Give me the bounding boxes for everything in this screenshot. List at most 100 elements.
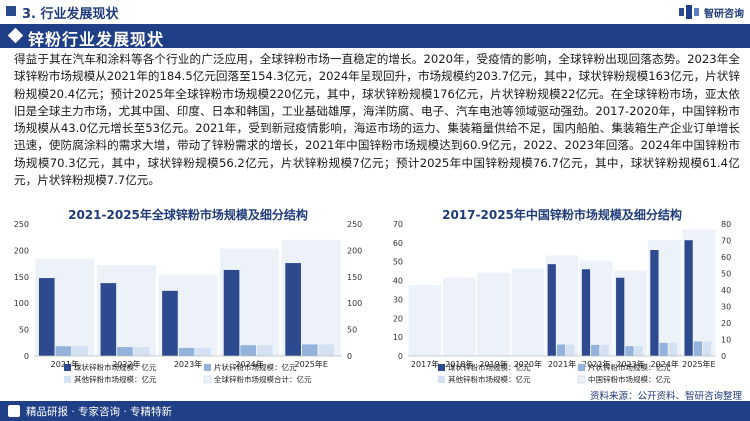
legend-swatch xyxy=(578,364,585,371)
legend-swatch xyxy=(438,364,445,371)
segment-bar xyxy=(668,342,678,356)
segment-bar xyxy=(591,344,600,356)
x-tick-label: 2025年E xyxy=(294,359,327,369)
section-marker-icon xyxy=(6,6,16,16)
total-bar xyxy=(408,285,442,356)
y-tick-right-label: 150 xyxy=(347,273,362,282)
y-tick-left-label: 50 xyxy=(393,258,403,267)
segment-bar xyxy=(256,345,273,356)
page-title: 锌粉行业发展现状 xyxy=(28,30,165,49)
segment-bar xyxy=(684,240,693,356)
y-tick-right-label: 0 xyxy=(721,352,726,361)
footer-bar: 精品研报 · 专家咨询 · 专精特新 xyxy=(0,401,750,421)
segment-bar xyxy=(162,290,178,356)
china-chart: 0 10 20 30 40 50 60 70 0 10 20 30 40 50 60 70 80 2017年 201… xyxy=(393,220,731,384)
x-tick-label: 2025年E xyxy=(682,359,715,369)
brand-logo-icon xyxy=(679,5,699,19)
segment-bar xyxy=(195,347,212,356)
y-tick-right-label: 250 xyxy=(347,220,362,229)
segment-bar xyxy=(223,269,240,356)
y-tick-left-label: 200 xyxy=(14,246,29,255)
y-tick-left-label: 10 xyxy=(393,333,403,342)
segment-bar xyxy=(38,278,55,356)
x-tick-label: 2019年 xyxy=(479,359,507,369)
segment-bar xyxy=(100,283,117,356)
segment-bar xyxy=(178,347,195,356)
y-tick-right-label: 30 xyxy=(721,303,731,312)
diamond-icon xyxy=(7,27,24,44)
y-tick-right-label: 100 xyxy=(347,299,362,308)
total-bar xyxy=(511,268,545,356)
y-tick-right-label: 80 xyxy=(721,220,731,229)
x-tick-label: 2018年 xyxy=(445,359,473,369)
x-tick-label: 2024年 xyxy=(650,359,678,369)
segment-bar xyxy=(547,264,556,356)
segment-bar xyxy=(55,346,72,356)
source-note: 资料来源：公开资料、智研咨询整理 xyxy=(589,391,742,402)
segment-bar xyxy=(318,344,335,356)
x-tick-label: 2017年 xyxy=(411,359,439,369)
segment-bar xyxy=(581,269,591,356)
segment-bar xyxy=(285,263,301,356)
global-chart: 0501001502002500501001502002502021年2022年… xyxy=(14,220,363,384)
segment-bar xyxy=(600,344,609,356)
x-tick-label: 2023年 xyxy=(174,359,202,369)
x-tick-label: 2021年 xyxy=(548,359,576,369)
y-tick-left-label: 0 xyxy=(398,352,403,361)
y-tick-left-label: 60 xyxy=(393,239,403,248)
legend-label: 片状锌粉市场规模：亿元 xyxy=(588,362,671,372)
legend-label: 全球锌粉市场规模合计：亿元 xyxy=(214,374,312,384)
china-chart-title: 2017-2025年中国锌粉市场规模及细分结构 xyxy=(442,208,682,222)
title-bar: 锌粉行业发展现状 xyxy=(0,24,750,49)
legend-swatch xyxy=(438,376,445,383)
y-tick-right-label: 200 xyxy=(347,246,362,255)
global-chart-title: 2021-2025年全球锌粉市场规模及细分结构 xyxy=(68,208,308,222)
y-tick-left-label: 250 xyxy=(14,220,29,229)
segment-bar xyxy=(693,341,702,356)
y-tick-right-label: 50 xyxy=(347,326,357,335)
segment-bar xyxy=(301,344,318,356)
section-title: 3. 行业发展现状 xyxy=(22,7,119,22)
y-tick-right-label: 40 xyxy=(721,286,731,295)
y-tick-right-label: 20 xyxy=(721,319,731,328)
y-tick-left-label: 30 xyxy=(393,295,403,304)
legend-swatch xyxy=(204,364,211,371)
footer-tagline: 精品研报 · 专家咨询 · 专精特新 xyxy=(26,406,173,418)
legend-label: 球状锌粉市场规模：亿元 xyxy=(448,362,531,372)
y-tick-right-label: 10 xyxy=(721,336,731,345)
body-paragraph: 得益于其在汽车和涂料等各个行业的广泛应用，全球锌粉市场一直稳定的增长。2020年… xyxy=(14,52,740,188)
legend-swatch xyxy=(64,376,71,383)
legend-swatch xyxy=(64,364,71,371)
x-tick-label: 2024年 xyxy=(235,359,263,369)
y-tick-left-label: 70 xyxy=(393,220,403,229)
global-chart-panel: 2021-2025年全球锌粉市场规模及细分结构 0 50 100 150 200 250 0… xyxy=(4,206,372,392)
segment-bar xyxy=(556,344,566,356)
segment-bar xyxy=(133,347,150,356)
legend-label: 中国锌粉市场规模：亿元 xyxy=(588,374,671,384)
y-tick-right-label: 60 xyxy=(721,253,731,262)
x-tick-label: 2022年 xyxy=(582,359,610,369)
legend-label: 球状锌粉市场规模：亿元 xyxy=(74,362,157,372)
y-tick-left-label: 150 xyxy=(14,273,29,282)
legend-swatch xyxy=(577,375,586,384)
y-tick-left-label: 40 xyxy=(393,277,403,286)
segment-bar xyxy=(659,342,668,356)
y-tick-left-label: 0 xyxy=(24,352,29,361)
top-header: 3. 行业发展现状 智研咨询 xyxy=(0,0,750,24)
total-bar xyxy=(477,272,510,356)
x-tick-label: 2022年 xyxy=(112,359,140,369)
legend-label: 其他锌粉市场规模：亿元 xyxy=(448,374,531,384)
legend-swatch xyxy=(203,375,212,384)
y-tick-right-label: 0 xyxy=(347,352,352,361)
report-icon xyxy=(8,405,20,417)
segment-bar xyxy=(702,341,712,356)
y-tick-left-label: 50 xyxy=(19,326,29,335)
total-bar xyxy=(442,277,476,356)
legend-label: 片状锌粉市场规模：亿元 xyxy=(214,362,297,372)
segment-bar xyxy=(566,344,575,356)
segment-bar xyxy=(117,347,133,356)
segment-bar xyxy=(616,277,625,356)
y-tick-left-label: 20 xyxy=(393,314,403,323)
segment-bar xyxy=(72,346,88,356)
china-chart-panel: 2017-2025年中国锌粉市场规模及细分结构 0 10 20 30 40 50 60 70 0… xyxy=(378,206,746,392)
